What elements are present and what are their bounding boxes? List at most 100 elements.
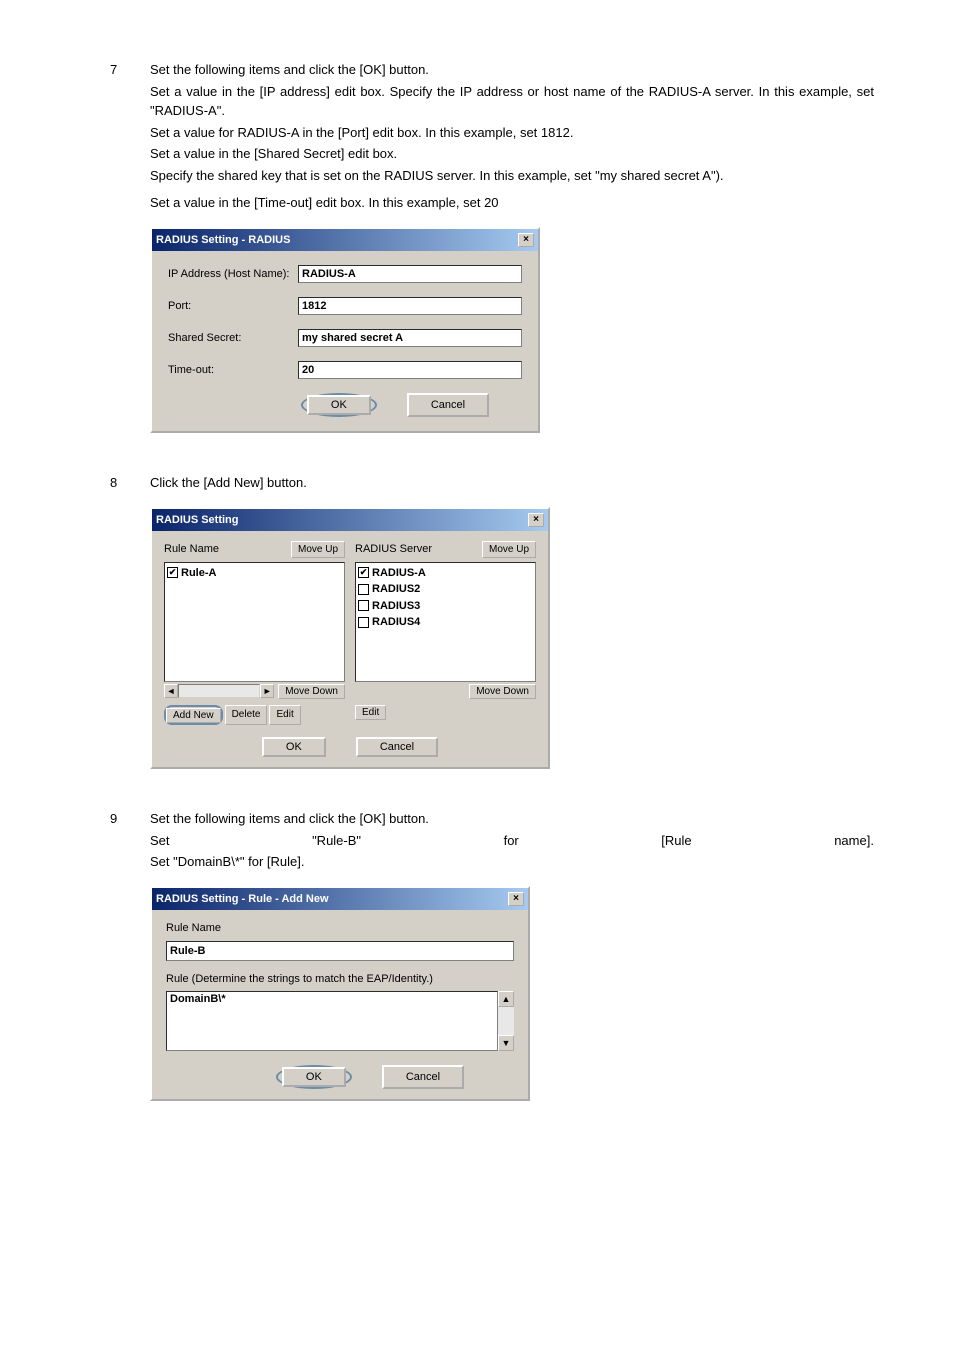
delete-button[interactable]: Delete <box>225 705 268 726</box>
button-group: Add New Delete Edit <box>164 705 345 726</box>
close-icon[interactable]: × <box>508 892 524 906</box>
ok-button[interactable]: OK <box>307 395 371 415</box>
panel-header: Rule Name Move Up <box>164 541 345 558</box>
w-name: name]. <box>834 831 874 851</box>
checkbox-icon[interactable] <box>167 567 178 578</box>
timeout-input[interactable] <box>298 361 522 379</box>
server-listbox[interactable]: RADIUS-A RADIUS2 RADIUS3 RADIUS4 <box>355 562 536 682</box>
w-for: for <box>504 831 519 851</box>
step-body: Set the following items and click the [O… <box>150 60 874 453</box>
dialog-title: RADIUS Setting - RADIUS <box>156 232 290 249</box>
server-0: RADIUS-A <box>372 565 426 582</box>
port-label: Port: <box>168 298 298 315</box>
add-new-highlight: Add New <box>164 705 223 726</box>
list-item[interactable]: RADIUS3 <box>358 598 533 615</box>
step9-line2: Set "Rule-B" for [Rule name]. <box>150 831 874 851</box>
scroll-track[interactable] <box>498 1007 514 1035</box>
port-row: Port: <box>168 297 522 315</box>
secret-input[interactable] <box>298 329 522 347</box>
checkbox-icon[interactable] <box>358 567 369 578</box>
step7-line-2: Set a value for RADIUS-A in the [Port] e… <box>150 123 874 143</box>
step9-line3: Set "DomainB\*" for [Rule]. <box>150 852 874 872</box>
close-icon[interactable]: × <box>518 233 534 247</box>
edit-button[interactable]: Edit <box>355 705 386 720</box>
rule-a-label: Rule-A <box>181 565 216 582</box>
port-input[interactable] <box>298 297 522 315</box>
v-scrollbar[interactable]: ▲ ▼ <box>498 991 514 1051</box>
move-up-button[interactable]: Move Up <box>291 541 345 558</box>
textarea-wrap: DomainB\* ▲ ▼ <box>166 991 514 1051</box>
rule-listbox[interactable]: Rule-A <box>164 562 345 682</box>
button-row: OK Cancel <box>168 393 522 417</box>
dialog-title: RADIUS Setting <box>156 512 239 529</box>
move-up-button[interactable]: Move Up <box>482 541 536 558</box>
timeout-label: Time-out: <box>168 362 298 379</box>
radius-server-label: RADIUS Server <box>355 541 432 558</box>
ip-input[interactable] <box>298 265 522 283</box>
list-item[interactable]: RADIUS4 <box>358 614 533 631</box>
w-rule: [Rule <box>661 831 691 851</box>
scroll-left-icon[interactable]: ◄ <box>164 684 178 698</box>
checkbox-icon[interactable] <box>358 584 369 595</box>
server-3: RADIUS4 <box>372 614 420 631</box>
ok-highlight: OK <box>301 393 377 417</box>
checkbox-icon[interactable] <box>358 600 369 611</box>
scroll-right-icon[interactable]: ► <box>260 684 274 698</box>
radius-setting-dialog: RADIUS Setting - RADIUS × IP Address (Ho… <box>150 227 540 434</box>
dialog-titlebar: RADIUS Setting - RADIUS × <box>152 229 538 252</box>
ok-highlight: OK <box>276 1065 352 1089</box>
cancel-button[interactable]: Cancel <box>407 393 489 417</box>
server-1: RADIUS2 <box>372 581 420 598</box>
cancel-button[interactable]: Cancel <box>382 1065 464 1089</box>
step7-line-1: Set a value in the [IP address] edit box… <box>150 82 874 121</box>
step-number: 7 <box>80 60 150 453</box>
w-set: Set <box>150 831 170 851</box>
ok-button[interactable]: OK <box>282 1067 346 1087</box>
edit-button[interactable]: Edit <box>269 705 300 726</box>
scroll-down-icon[interactable]: ▼ <box>498 1035 514 1051</box>
list-item[interactable]: RADIUS2 <box>358 581 533 598</box>
step-number: 8 <box>80 473 150 789</box>
ok-button[interactable]: OK <box>262 737 326 757</box>
panel-header: RADIUS Server Move Up <box>355 541 536 558</box>
radius-server-panel: RADIUS Server Move Up RADIUS-A RADIUS2 R… <box>355 541 536 725</box>
add-new-button[interactable]: Add New <box>166 708 221 723</box>
step9-line1: Set the following items and click the [O… <box>150 809 874 829</box>
move-down-button[interactable]: Move Down <box>469 684 536 699</box>
close-icon[interactable]: × <box>528 513 544 527</box>
ip-row: IP Address (Host Name): <box>168 265 522 283</box>
w-ruleb: "Rule-B" <box>312 831 361 851</box>
rule-name-input[interactable] <box>166 941 514 961</box>
button-group: Edit <box>355 705 536 720</box>
rule-name-panel: Rule Name Move Up Rule-A ◄ ► <box>164 541 345 725</box>
step-8: 8 Click the [Add New] button. RADIUS Set… <box>80 473 874 789</box>
dialog-body: IP Address (Host Name): Port: Shared Sec… <box>152 251 538 431</box>
server-2: RADIUS3 <box>372 598 420 615</box>
checkbox-icon[interactable] <box>358 617 369 628</box>
step-number: 9 <box>80 809 150 1121</box>
rule-name-label: Rule Name <box>164 541 219 558</box>
list-item[interactable]: RADIUS-A <box>358 565 533 582</box>
step-7: 7 Set the following items and click the … <box>80 60 874 453</box>
step-body: Set the following items and click the [O… <box>150 809 874 1121</box>
rule-name-label: Rule Name <box>166 920 514 937</box>
scroll-up-icon[interactable]: ▲ <box>498 991 514 1007</box>
step7-line-0: Set the following items and click the [O… <box>150 60 874 80</box>
step-body: Click the [Add New] button. RADIUS Setti… <box>150 473 874 789</box>
scroll-track[interactable] <box>178 684 260 698</box>
move-down-button[interactable]: Move Down <box>278 684 345 699</box>
radius-setting-list-dialog: RADIUS Setting × Rule Name Move Up Rule-… <box>150 507 550 770</box>
panel-row: Rule Name Move Up Rule-A ◄ ► <box>164 541 536 725</box>
h-scrollbar[interactable]: ◄ ► Move Down <box>164 684 345 699</box>
step-9: 9 Set the following items and click the … <box>80 809 874 1121</box>
dialog-body: Rule Name Rule (Determine the strings to… <box>152 910 528 1099</box>
dialog-title: RADIUS Setting - Rule - Add New <box>156 891 329 908</box>
cancel-button[interactable]: Cancel <box>356 737 438 757</box>
list-item[interactable]: Rule-A <box>167 565 342 582</box>
step7-line-3: Set a value in the [Shared Secret] edit … <box>150 144 874 164</box>
button-row: OK Cancel <box>166 1065 514 1089</box>
secret-row: Shared Secret: <box>168 329 522 347</box>
rule-textarea[interactable]: DomainB\* <box>166 991 498 1051</box>
ip-label: IP Address (Host Name): <box>168 266 298 283</box>
step7-line-4: Specify the shared key that is set on th… <box>150 166 874 186</box>
